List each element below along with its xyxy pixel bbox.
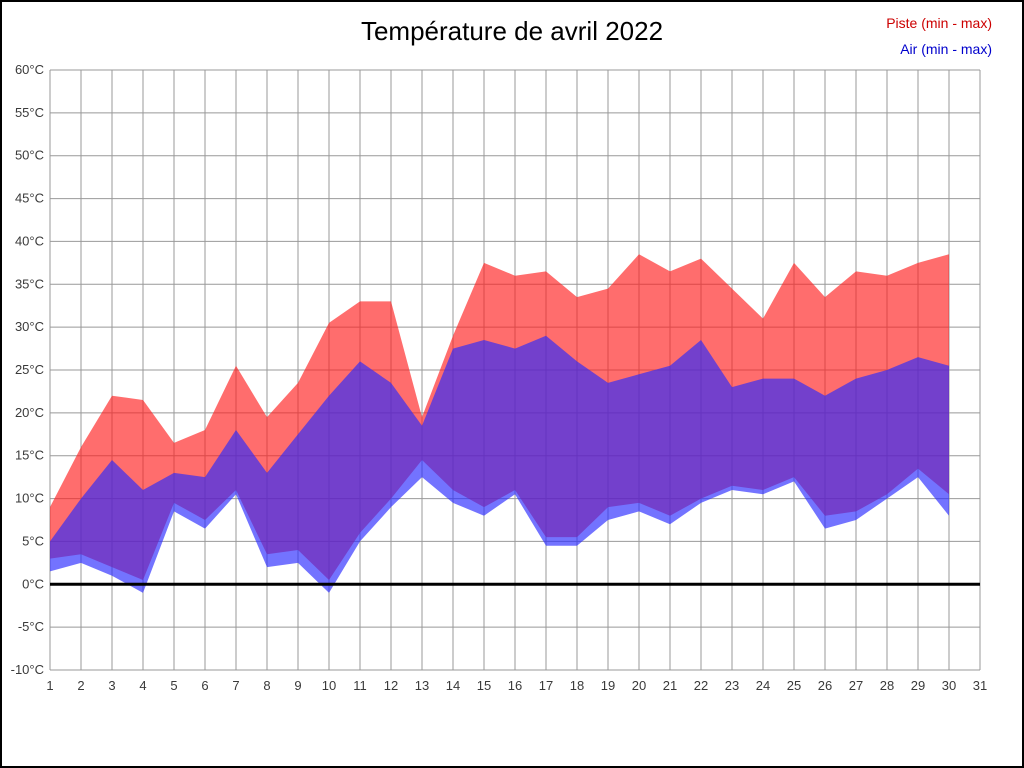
y-tick-label: 60°C [15, 62, 44, 77]
y-tick-label: 5°C [22, 533, 44, 548]
x-tick-label: 10 [322, 678, 336, 693]
x-tick-label: 26 [818, 678, 832, 693]
x-tick-label: 1 [46, 678, 53, 693]
x-tick-label: 25 [787, 678, 801, 693]
x-tick-label: 16 [508, 678, 522, 693]
y-tick-label: 40°C [15, 233, 44, 248]
y-tick-label: 20°C [15, 405, 44, 420]
y-tick-label: 50°C [15, 148, 44, 163]
x-tick-label: 6 [201, 678, 208, 693]
x-tick-label: 9 [294, 678, 301, 693]
y-tick-label: 10°C [15, 491, 44, 506]
chart-legend: Piste (min - max) Air (min - max) [886, 10, 992, 62]
y-tick-label: 0°C [22, 576, 44, 591]
x-tick-label: 13 [415, 678, 429, 693]
legend-piste-label: Piste (min - max) [886, 15, 992, 31]
x-tick-label: 4 [139, 678, 146, 693]
x-tick-label: 29 [911, 678, 925, 693]
chart-title: Température de avril 2022 [360, 16, 664, 46]
air-band [50, 335, 949, 593]
y-tick-label: 35°C [15, 276, 44, 291]
x-tick-label: 5 [170, 678, 177, 693]
x-tick-label: 7 [232, 678, 239, 693]
y-tick-label: 15°C [15, 448, 44, 463]
y-tick-label: 30°C [15, 319, 44, 334]
y-tick-label: 55°C [15, 105, 44, 120]
x-tick-label: 21 [663, 678, 677, 693]
x-tick-label: 19 [601, 678, 615, 693]
y-tick-label: -10°C [11, 662, 44, 677]
x-tick-label: 11 [353, 678, 367, 693]
x-tick-label: 2 [77, 678, 84, 693]
x-tick-label: 12 [384, 678, 398, 693]
x-tick-label: 20 [632, 678, 646, 693]
y-tick-label: -5°C [18, 619, 44, 634]
x-tick-label: 24 [756, 678, 770, 693]
x-tick-label: 18 [570, 678, 584, 693]
x-tick-label: 28 [880, 678, 894, 693]
y-tick-label: 25°C [15, 362, 44, 377]
y-tick-label: 45°C [15, 191, 44, 206]
x-tick-label: 22 [694, 678, 708, 693]
x-tick-label: 17 [539, 678, 553, 693]
x-tick-label: 3 [108, 678, 115, 693]
x-tick-label: 14 [446, 678, 460, 693]
x-tick-label: 31 [973, 678, 987, 693]
x-tick-label: 30 [942, 678, 956, 693]
x-tick-label: 8 [263, 678, 270, 693]
x-tick-label: 15 [477, 678, 491, 693]
legend-air-label: Air (min - max) [900, 41, 992, 57]
x-tick-label: 23 [725, 678, 739, 693]
x-tick-label: 27 [849, 678, 863, 693]
